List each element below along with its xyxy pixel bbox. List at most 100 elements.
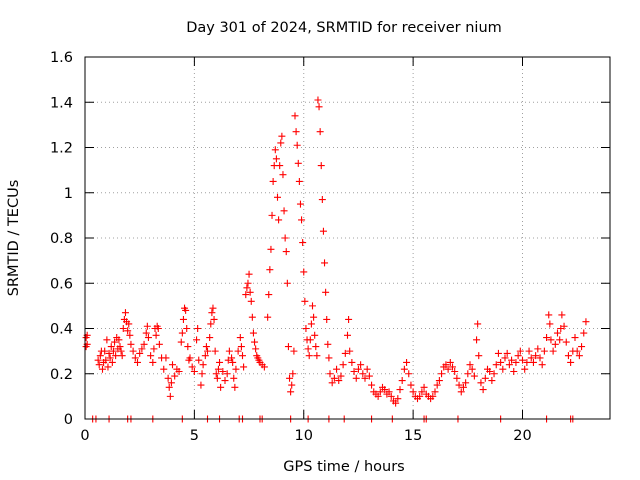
data-point [318, 196, 326, 204]
data-point [228, 354, 236, 362]
data-point [248, 313, 256, 321]
data-point [457, 388, 465, 396]
data-point [294, 159, 302, 167]
y-tick-label: 1.2 [50, 141, 73, 157]
data-point [188, 363, 196, 371]
data-point [580, 329, 588, 337]
data-point [529, 358, 537, 366]
y-tick-label: 1.6 [50, 50, 73, 66]
data-point [546, 320, 554, 328]
data-point [444, 365, 452, 373]
data-point [323, 315, 331, 323]
data-point [462, 379, 470, 387]
data-point [387, 392, 395, 400]
data-point [571, 334, 579, 342]
data-point [104, 363, 112, 371]
data-point [449, 363, 456, 371]
data-point [94, 356, 102, 364]
data-point [194, 325, 202, 332]
data-point [186, 354, 194, 362]
data-point [210, 315, 218, 323]
data-point [333, 365, 341, 373]
data-point [545, 311, 553, 319]
data-point [111, 338, 119, 346]
data-point [138, 345, 146, 353]
data-point [438, 370, 446, 378]
data-point [244, 279, 252, 287]
data-point [486, 367, 494, 375]
data-point [211, 347, 219, 355]
data-point [551, 340, 559, 348]
data-point [490, 370, 498, 378]
data-point [532, 352, 540, 360]
data-point [115, 336, 123, 344]
data-point [214, 365, 222, 373]
data-point [171, 372, 179, 380]
data-point [231, 383, 239, 391]
data-point [510, 367, 518, 375]
data-point [121, 309, 129, 317]
data-point [354, 365, 362, 373]
data-point [549, 347, 557, 355]
data-point [127, 340, 135, 348]
data-point [229, 358, 237, 366]
data-point [247, 297, 255, 305]
data-point [118, 352, 126, 360]
data-point [474, 320, 482, 328]
data-point [575, 352, 583, 360]
x-tick-label: 10 [295, 428, 313, 444]
data-point [330, 374, 338, 382]
data-point [209, 304, 217, 312]
data-point [313, 352, 321, 360]
data-point [245, 270, 253, 278]
data-point [494, 349, 502, 357]
x-axis-label: GPS time / hours [283, 459, 404, 475]
y-tick-label: 0.2 [50, 367, 73, 383]
data-point [260, 363, 268, 371]
data-point [488, 377, 496, 385]
data-point [501, 354, 509, 362]
data-point [455, 381, 463, 389]
data-point [140, 340, 148, 348]
data-point [165, 383, 173, 391]
data-point [466, 361, 474, 369]
data-point [324, 340, 332, 348]
y-tick-label: 0 [64, 412, 73, 428]
data-point [269, 177, 277, 185]
data-point [271, 146, 279, 154]
data-point [101, 347, 109, 355]
data-point [582, 318, 590, 326]
data-point [225, 347, 233, 355]
data-point [400, 365, 408, 373]
data-point [527, 354, 535, 362]
data-point [564, 352, 572, 360]
data-point [536, 354, 544, 362]
data-point [322, 288, 330, 296]
data-point [296, 200, 304, 208]
y-tick-label: 0.8 [50, 231, 73, 247]
data-point [304, 345, 312, 353]
data-point [451, 367, 459, 375]
data-point [251, 338, 259, 346]
data-point [272, 155, 280, 163]
data-point [431, 388, 439, 396]
data-point [160, 365, 168, 373]
data-point [112, 352, 120, 360]
data-point [239, 352, 246, 360]
data-point [307, 320, 315, 328]
data-point [547, 336, 555, 344]
data-point [416, 392, 424, 400]
data-point [119, 325, 127, 332]
data-point [275, 216, 283, 224]
data-point [352, 374, 360, 382]
data-point [278, 132, 286, 140]
data-point [126, 331, 134, 339]
data-point [306, 336, 314, 344]
data-point [125, 320, 133, 328]
data-point [221, 377, 229, 385]
data-point [339, 361, 347, 369]
data-point [217, 383, 225, 391]
data-point [289, 370, 297, 378]
data-point [182, 306, 190, 314]
data-point [152, 331, 160, 339]
